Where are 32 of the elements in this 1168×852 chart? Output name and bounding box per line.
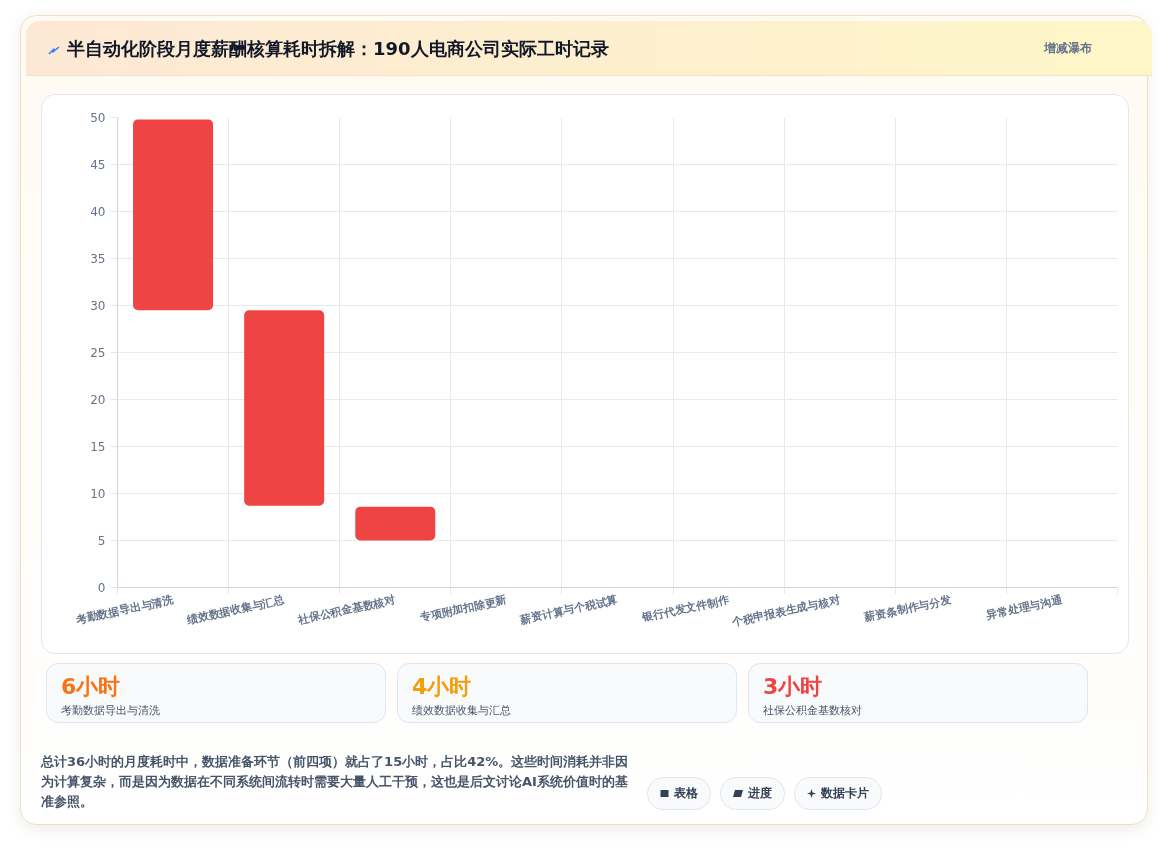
x-tick-label: 专项附加扣除更新 bbox=[417, 593, 508, 625]
card: 6小时 考勤数据导出与清洗 bbox=[46, 663, 386, 723]
bar bbox=[355, 506, 436, 541]
x-tick-label: 考勤数据导出与清洗 bbox=[73, 592, 176, 627]
y-tick-label: 0 bbox=[97, 581, 106, 595]
y-tick-label: 40 bbox=[90, 205, 106, 219]
x-tick-label: 社保公积金基数核对 bbox=[296, 593, 397, 627]
x-tick-label: 异常处理与沟通 bbox=[984, 592, 1065, 623]
y-tick-label: 20 bbox=[90, 393, 106, 407]
y-tick-label: 30 bbox=[90, 299, 106, 313]
x-tick-label: 薪资条制作与分发 bbox=[862, 593, 953, 625]
y-tick-label: 10 bbox=[90, 487, 106, 501]
bar bbox=[244, 310, 325, 506]
x-tick-label: 绩效数据收集与汇总 bbox=[185, 592, 287, 627]
x-tick-label: 银行代发文件制作 bbox=[640, 593, 730, 625]
text: 进度 bbox=[720, 776, 785, 810]
y-tick-label: 50 bbox=[90, 111, 106, 125]
x-tick-label: 薪资计算与个税试算 bbox=[518, 593, 619, 627]
y-tick-label: 15 bbox=[90, 440, 106, 454]
x-tick-label: 个税申报表生成与核对 bbox=[729, 593, 842, 629]
bar bbox=[133, 119, 214, 311]
text: 总计36小时的月度耗时中，数据准备环节（前四项）就占了15小时，占比42%。这些时间消耗并非因为计算复杂，而是因为数据在不同系统间流转时需要大量人工干预，这也是后文讨论AI系统价值时的基准参照。 bbox=[41, 753, 630, 811]
y-tick-label: 5 bbox=[97, 534, 106, 548]
chart-title: 半自动化阶段月度薪酬核算耗时拆解：190人电商公司实际工时记录 bbox=[66, 36, 609, 61]
chart-subtitle: 增减瀑布 bbox=[1044, 39, 1092, 57]
text: 表格 bbox=[647, 776, 711, 810]
text: 数据卡片 bbox=[794, 776, 882, 810]
card: 3小时 社保公积金基数核对 bbox=[748, 663, 1088, 723]
card: 4小时 绩效数据收集与汇总 bbox=[397, 663, 737, 723]
y-tick-label: 45 bbox=[90, 158, 106, 172]
y-tick-label: 35 bbox=[90, 252, 106, 266]
y-tick-label: 25 bbox=[90, 346, 106, 360]
